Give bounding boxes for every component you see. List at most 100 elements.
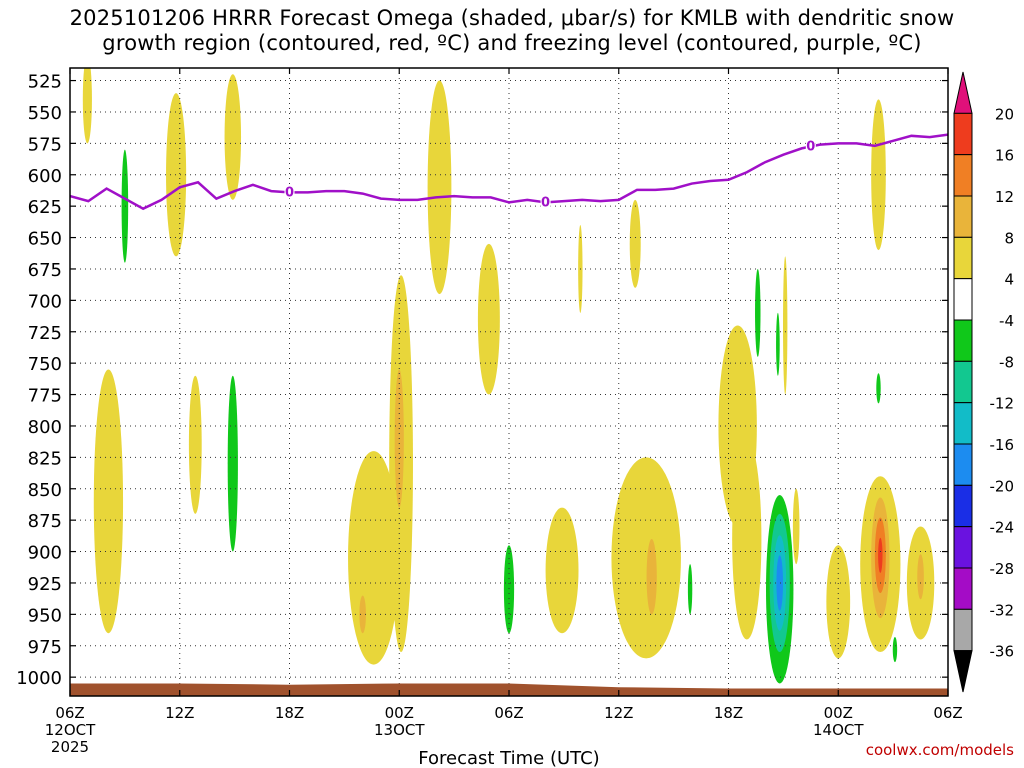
freezing-level-line	[70, 133, 948, 211]
x-tick-date-label: 14OCT	[813, 721, 864, 739]
y-tick-label: 1000	[16, 668, 62, 689]
omega-region	[359, 595, 366, 634]
colorbar-label: 12	[995, 188, 1014, 206]
omega-region	[878, 537, 883, 573]
colorbar-bin	[953, 567, 973, 610]
colorbar-label: -8	[999, 353, 1014, 371]
chart-title-line1: 2025101206 HRRR Forecast Omega (shaded, …	[69, 6, 955, 30]
omega-region	[755, 268, 761, 357]
colorbar-label: -12	[990, 395, 1015, 413]
colorbar-bin	[953, 154, 973, 197]
freezing-label-bg	[540, 194, 551, 209]
y-tick-label: 625	[28, 197, 62, 218]
colorbar-label: 20	[995, 105, 1014, 123]
colorbar-bin	[953, 650, 973, 693]
freezing-label-bg	[805, 138, 816, 153]
colorbar-bin	[953, 402, 973, 445]
colorbar-bin	[953, 443, 973, 486]
colorbar-bin	[953, 236, 973, 280]
omega-region	[776, 312, 780, 376]
x-tick-date-label: 12OCT	[45, 721, 96, 739]
colorbar-label: 8	[1004, 229, 1014, 247]
y-tick-label: 900	[28, 543, 62, 564]
omega-region	[477, 243, 500, 395]
x-axis-title: Forecast Time (UTC)	[418, 748, 599, 768]
colorbar-bin	[953, 526, 973, 569]
colorbar-label: -4	[999, 312, 1014, 330]
omega-region	[503, 545, 515, 634]
omega-region	[917, 554, 924, 600]
freezing-level-label: 0	[285, 185, 294, 200]
y-tick-label: 600	[28, 166, 62, 187]
y-tick-label: 675	[28, 260, 62, 281]
omega-region	[82, 68, 92, 144]
y-tick-label: 750	[28, 354, 62, 375]
y-tick-label: 875	[28, 511, 62, 532]
x-tick-date-label: 13OCT	[374, 721, 425, 739]
x-tick-label: 06Z	[55, 704, 84, 722]
omega-region	[93, 369, 124, 634]
freezing-label-bg	[284, 184, 295, 199]
colorbar-label: -32	[990, 601, 1015, 619]
omega-region	[629, 199, 641, 288]
y-tick-label: 725	[28, 323, 62, 344]
colorbar-bin	[953, 278, 973, 321]
y-tick-label: 550	[28, 103, 62, 124]
y-tick-label: 850	[28, 480, 62, 501]
y-tick-label: 825	[28, 448, 62, 469]
x-tick-label: 00Z	[385, 704, 414, 722]
y-tick-label: 525	[28, 72, 62, 93]
y-tick-label: 975	[28, 637, 62, 658]
x-tick-label: 06Z	[933, 704, 962, 722]
colorbar-label: 4	[1004, 271, 1014, 289]
y-tick-label: 925	[28, 574, 62, 595]
omega-region	[826, 545, 851, 659]
colorbar-bin	[953, 71, 973, 114]
omega-region	[687, 564, 693, 615]
x-tick-label: 00Z	[824, 704, 853, 722]
colorbar-bin	[953, 319, 973, 362]
x-tick-label: 12Z	[165, 704, 194, 722]
colorbar-label: -16	[990, 436, 1015, 454]
omega-region	[892, 636, 898, 663]
omega-region	[876, 373, 881, 404]
omega-region	[224, 74, 242, 200]
chart-title-line2: growth region (contoured, red, ºC) and f…	[102, 31, 922, 55]
omega-region	[776, 555, 784, 611]
colorbar-bin	[953, 608, 973, 652]
y-tick-label: 775	[28, 386, 62, 407]
colorbar-label: -36	[990, 643, 1015, 661]
y-tick-label: 700	[28, 291, 62, 312]
freezing-level-label: 0	[806, 140, 815, 155]
omega-region	[792, 488, 800, 565]
omega-region	[783, 256, 788, 395]
colorbar-bin	[953, 112, 973, 156]
omega-region	[166, 93, 187, 257]
plot-clipped: 0 0 0	[70, 68, 948, 696]
colorbar-label: 16	[995, 147, 1014, 165]
y-tick-label: 950	[28, 605, 62, 626]
y-tick-label: 575	[28, 134, 62, 155]
omega-region	[646, 539, 657, 615]
omega-region	[545, 507, 579, 634]
colorbar-label: -20	[990, 477, 1015, 495]
colorbar-label: -24	[990, 519, 1015, 537]
omega-region	[871, 99, 886, 251]
x-tick-year-label: 2025	[51, 738, 89, 756]
chart-title: 2025101206 HRRR Forecast Omega (shaded, …	[0, 6, 1024, 56]
omega-region	[427, 80, 452, 295]
omega-region	[188, 375, 202, 514]
credit-text[interactable]: coolwx.com/models	[865, 741, 1014, 759]
plot-area: 0 0 0 525 550 575 600 625 650 675 700 725 750 775 800 8…	[16, 67, 1015, 768]
omega-region	[611, 457, 681, 659]
omega-region	[227, 375, 238, 552]
omega-region	[732, 438, 762, 640]
colorbar-bin	[953, 360, 973, 404]
colorbar-bin	[953, 195, 973, 238]
y-tick-label: 650	[28, 229, 62, 250]
x-tick-label: 06Z	[494, 704, 523, 722]
omega-region	[121, 149, 129, 263]
colorbar-label: -28	[990, 560, 1015, 578]
y-tick-label: 800	[28, 417, 62, 438]
